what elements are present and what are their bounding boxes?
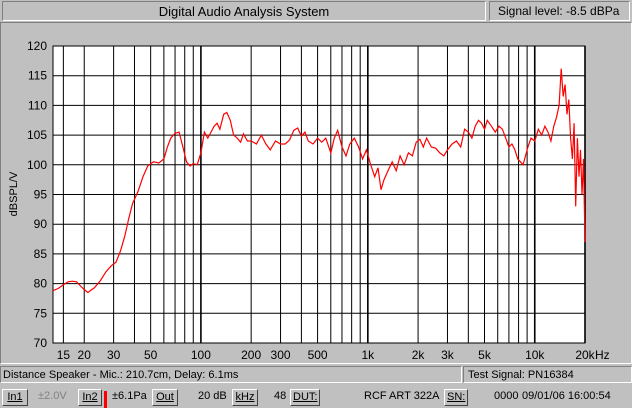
x-tick-label: 10k <box>525 348 545 362</box>
x-tick-label: 200 <box>241 348 261 362</box>
dut-name: RCF ART 322A <box>364 390 440 402</box>
khz-button[interactable]: kHz <box>232 389 258 406</box>
range-readout: 20 dB <box>198 390 227 402</box>
series-line-response <box>52 68 586 294</box>
y-axis-label: dBSPL/V <box>8 171 20 216</box>
output-button[interactable]: Out <box>152 389 178 406</box>
serial-number-button[interactable]: SN: <box>444 389 468 406</box>
status-bar: In1 ±2.0V In2 ±6.1Pa Out 20 dB kHz 48 DU… <box>0 386 632 408</box>
x-tick-label: 30 <box>107 348 121 362</box>
y-tick-label: 70 <box>34 336 48 350</box>
date-time: 09/01/06 16:00:54 <box>522 390 611 402</box>
x-tick-label: 2k <box>412 348 426 362</box>
serial-number-value: 0000 <box>494 390 519 402</box>
x-tick-label: 1k <box>361 348 375 362</box>
khz-label: kHz <box>235 391 255 403</box>
x-tick-label: 5k <box>478 348 492 362</box>
y-tick-label: 120 <box>27 39 47 53</box>
frequency-response-chart: 70 75 80 85 90 95 100 105 110 115 120 15 20 30 50 100 2… <box>8 39 610 362</box>
signal-level-readout: Signal level: -8.5 dBPa <box>489 1 630 21</box>
x-tick-label: 20k <box>575 348 595 362</box>
y-tick-label: 115 <box>28 69 47 83</box>
input1-button[interactable]: In1 <box>2 389 28 406</box>
input2-button[interactable]: In2 <box>78 389 102 406</box>
y-tick-label: 80 <box>34 277 48 291</box>
y-tick-label: 95 <box>34 188 48 202</box>
x-tick-label: 20 <box>78 348 92 362</box>
x-tick-label: 100 <box>191 348 211 362</box>
serial-number-label: SN: <box>447 391 466 403</box>
x-tick-label: 300 <box>271 348 291 362</box>
test-signal-info: Test Signal: PN16384 <box>463 366 632 383</box>
input1-label: In1 <box>7 391 23 403</box>
y-tick-label: 110 <box>28 98 47 112</box>
y-tick-label: 75 <box>34 306 48 320</box>
sample-rate-readout: 48 <box>274 390 287 402</box>
y-tick-labels: 70 75 80 85 90 95 100 105 110 115 120 <box>27 39 47 350</box>
x-tick-label: 50 <box>144 348 158 362</box>
dut-label: DUT: <box>293 391 318 403</box>
chart-panel: 70 75 80 85 90 95 100 105 110 115 120 15 20 30 50 100 2… <box>0 22 632 364</box>
x-tick-label: 500 <box>308 348 328 362</box>
input2-active-indicator <box>104 391 107 408</box>
x-tick-label: 15 <box>57 348 71 362</box>
y-tick-label: 100 <box>27 158 47 172</box>
input1-range: ±2.0V <box>38 390 67 402</box>
y-tick-label: 90 <box>34 217 48 231</box>
x-axis-unit-label: Hz <box>595 348 610 362</box>
input2-range: ±6.1Pa <box>112 390 147 402</box>
x-tick-labels: 15 20 30 50 100 200 300 500 1k 2k 3k 5k 10k 20k <box>57 348 596 362</box>
x-tick-label: 3k <box>441 348 455 362</box>
grid <box>53 45 586 344</box>
window-title: Digital Audio Analysis System <box>2 1 486 21</box>
y-tick-label: 105 <box>27 128 47 142</box>
output-label: Out <box>156 391 174 403</box>
y-tick-label: 85 <box>34 247 48 261</box>
dut-button[interactable]: DUT: <box>290 389 320 406</box>
distance-delay-info: Distance Speaker - Mic.: 210.7cm, Delay:… <box>0 366 462 383</box>
input2-label: In2 <box>82 391 98 403</box>
